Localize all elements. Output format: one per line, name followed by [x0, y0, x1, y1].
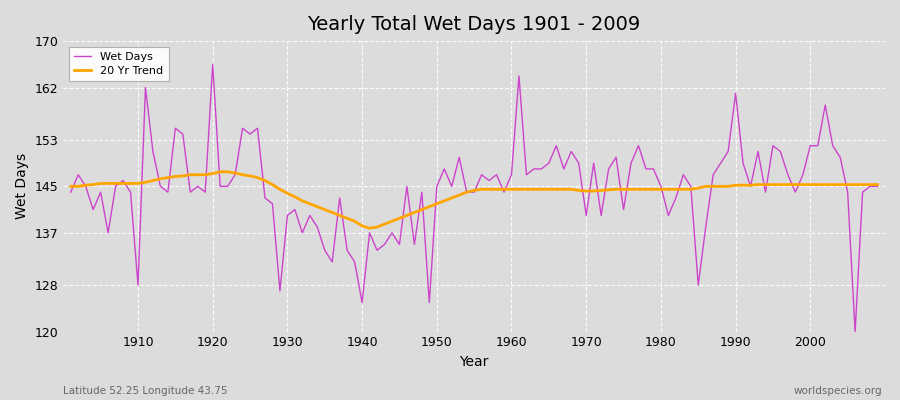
Wet Days [514, 74, 525, 78]
20 Yr Trend [125, 181, 136, 186]
20 Yr Trend [342, 216, 353, 221]
Wet Days [506, 172, 517, 177]
Text: Latitude 52.25 Longitude 43.75: Latitude 52.25 Longitude 43.75 [63, 386, 228, 396]
Title: Yearly Total Wet Days 1901 - 2009: Yearly Total Wet Days 1901 - 2009 [308, 15, 641, 34]
Wet Days [603, 166, 614, 171]
20 Yr Trend [66, 184, 77, 189]
X-axis label: Year: Year [460, 355, 489, 369]
Line: 20 Yr Trend: 20 Yr Trend [71, 172, 878, 228]
20 Yr Trend [521, 187, 532, 192]
Line: Wet Days: Wet Days [71, 64, 878, 332]
Wet Days [342, 248, 353, 253]
Wet Days [872, 184, 883, 189]
Wet Days [850, 329, 860, 334]
Y-axis label: Wet Days: Wet Days [15, 153, 29, 220]
Wet Days [297, 230, 308, 235]
20 Yr Trend [514, 187, 525, 192]
Text: worldspecies.org: worldspecies.org [794, 386, 882, 396]
20 Yr Trend [215, 170, 226, 174]
Legend: Wet Days, 20 Yr Trend: Wet Days, 20 Yr Trend [68, 47, 168, 81]
20 Yr Trend [611, 187, 622, 192]
20 Yr Trend [297, 198, 308, 203]
20 Yr Trend [872, 182, 883, 187]
Wet Days [66, 190, 77, 194]
Wet Days [207, 62, 218, 67]
20 Yr Trend [364, 226, 375, 230]
Wet Days [125, 190, 136, 194]
